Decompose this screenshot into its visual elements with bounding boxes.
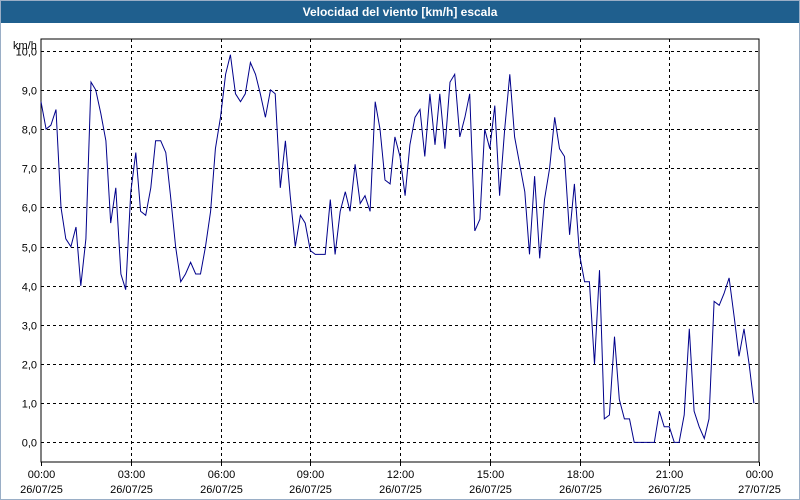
x-tick-date: 26/07/25	[110, 484, 153, 496]
y-tick-label: 3,0	[22, 321, 37, 333]
y-tick-label: 9,0	[22, 86, 37, 98]
x-tick-time: 00:00	[746, 469, 774, 481]
y-tick-label: 1,0	[22, 399, 37, 411]
x-tick-date: 26/07/25	[469, 484, 512, 496]
y-tick-label: 6,0	[22, 203, 37, 215]
x-tick-date: 26/07/25	[559, 484, 602, 496]
y-tick-label: 2,0	[22, 360, 37, 372]
y-tick-label: 0,0	[22, 438, 37, 450]
x-tick-date: 26/07/25	[379, 484, 422, 496]
y-tick-label: 10,0	[16, 47, 37, 59]
y-tick-label: 4,0	[22, 282, 37, 294]
x-tick-time: 15:00	[477, 469, 505, 481]
x-tick-time: 12:00	[387, 469, 415, 481]
x-tick-time: 09:00	[297, 469, 325, 481]
y-axis-unit: km/h	[13, 40, 37, 52]
x-tick-date: 26/07/25	[20, 484, 63, 496]
x-tick-time: 18:00	[567, 469, 595, 481]
x-tick-time: 03:00	[118, 469, 146, 481]
wind-speed-series-line	[40, 54, 755, 443]
y-tick-label: 5,0	[22, 243, 37, 255]
x-tick-date: 26/07/25	[200, 484, 243, 496]
x-tick-time: 21:00	[656, 469, 684, 481]
chart-title: Velocidad del viento [km/h] escala	[1, 1, 799, 23]
x-tick-time: 06:00	[208, 469, 236, 481]
y-tick-label: 7,0	[22, 164, 37, 176]
x-tick-date: 26/07/25	[648, 484, 691, 496]
x-tick-date: 26/07/25	[289, 484, 332, 496]
x-tick-time: 00:00	[28, 469, 56, 481]
x-tick-date: 27/07/25	[738, 484, 781, 496]
y-tick-label: 8,0	[22, 125, 37, 137]
